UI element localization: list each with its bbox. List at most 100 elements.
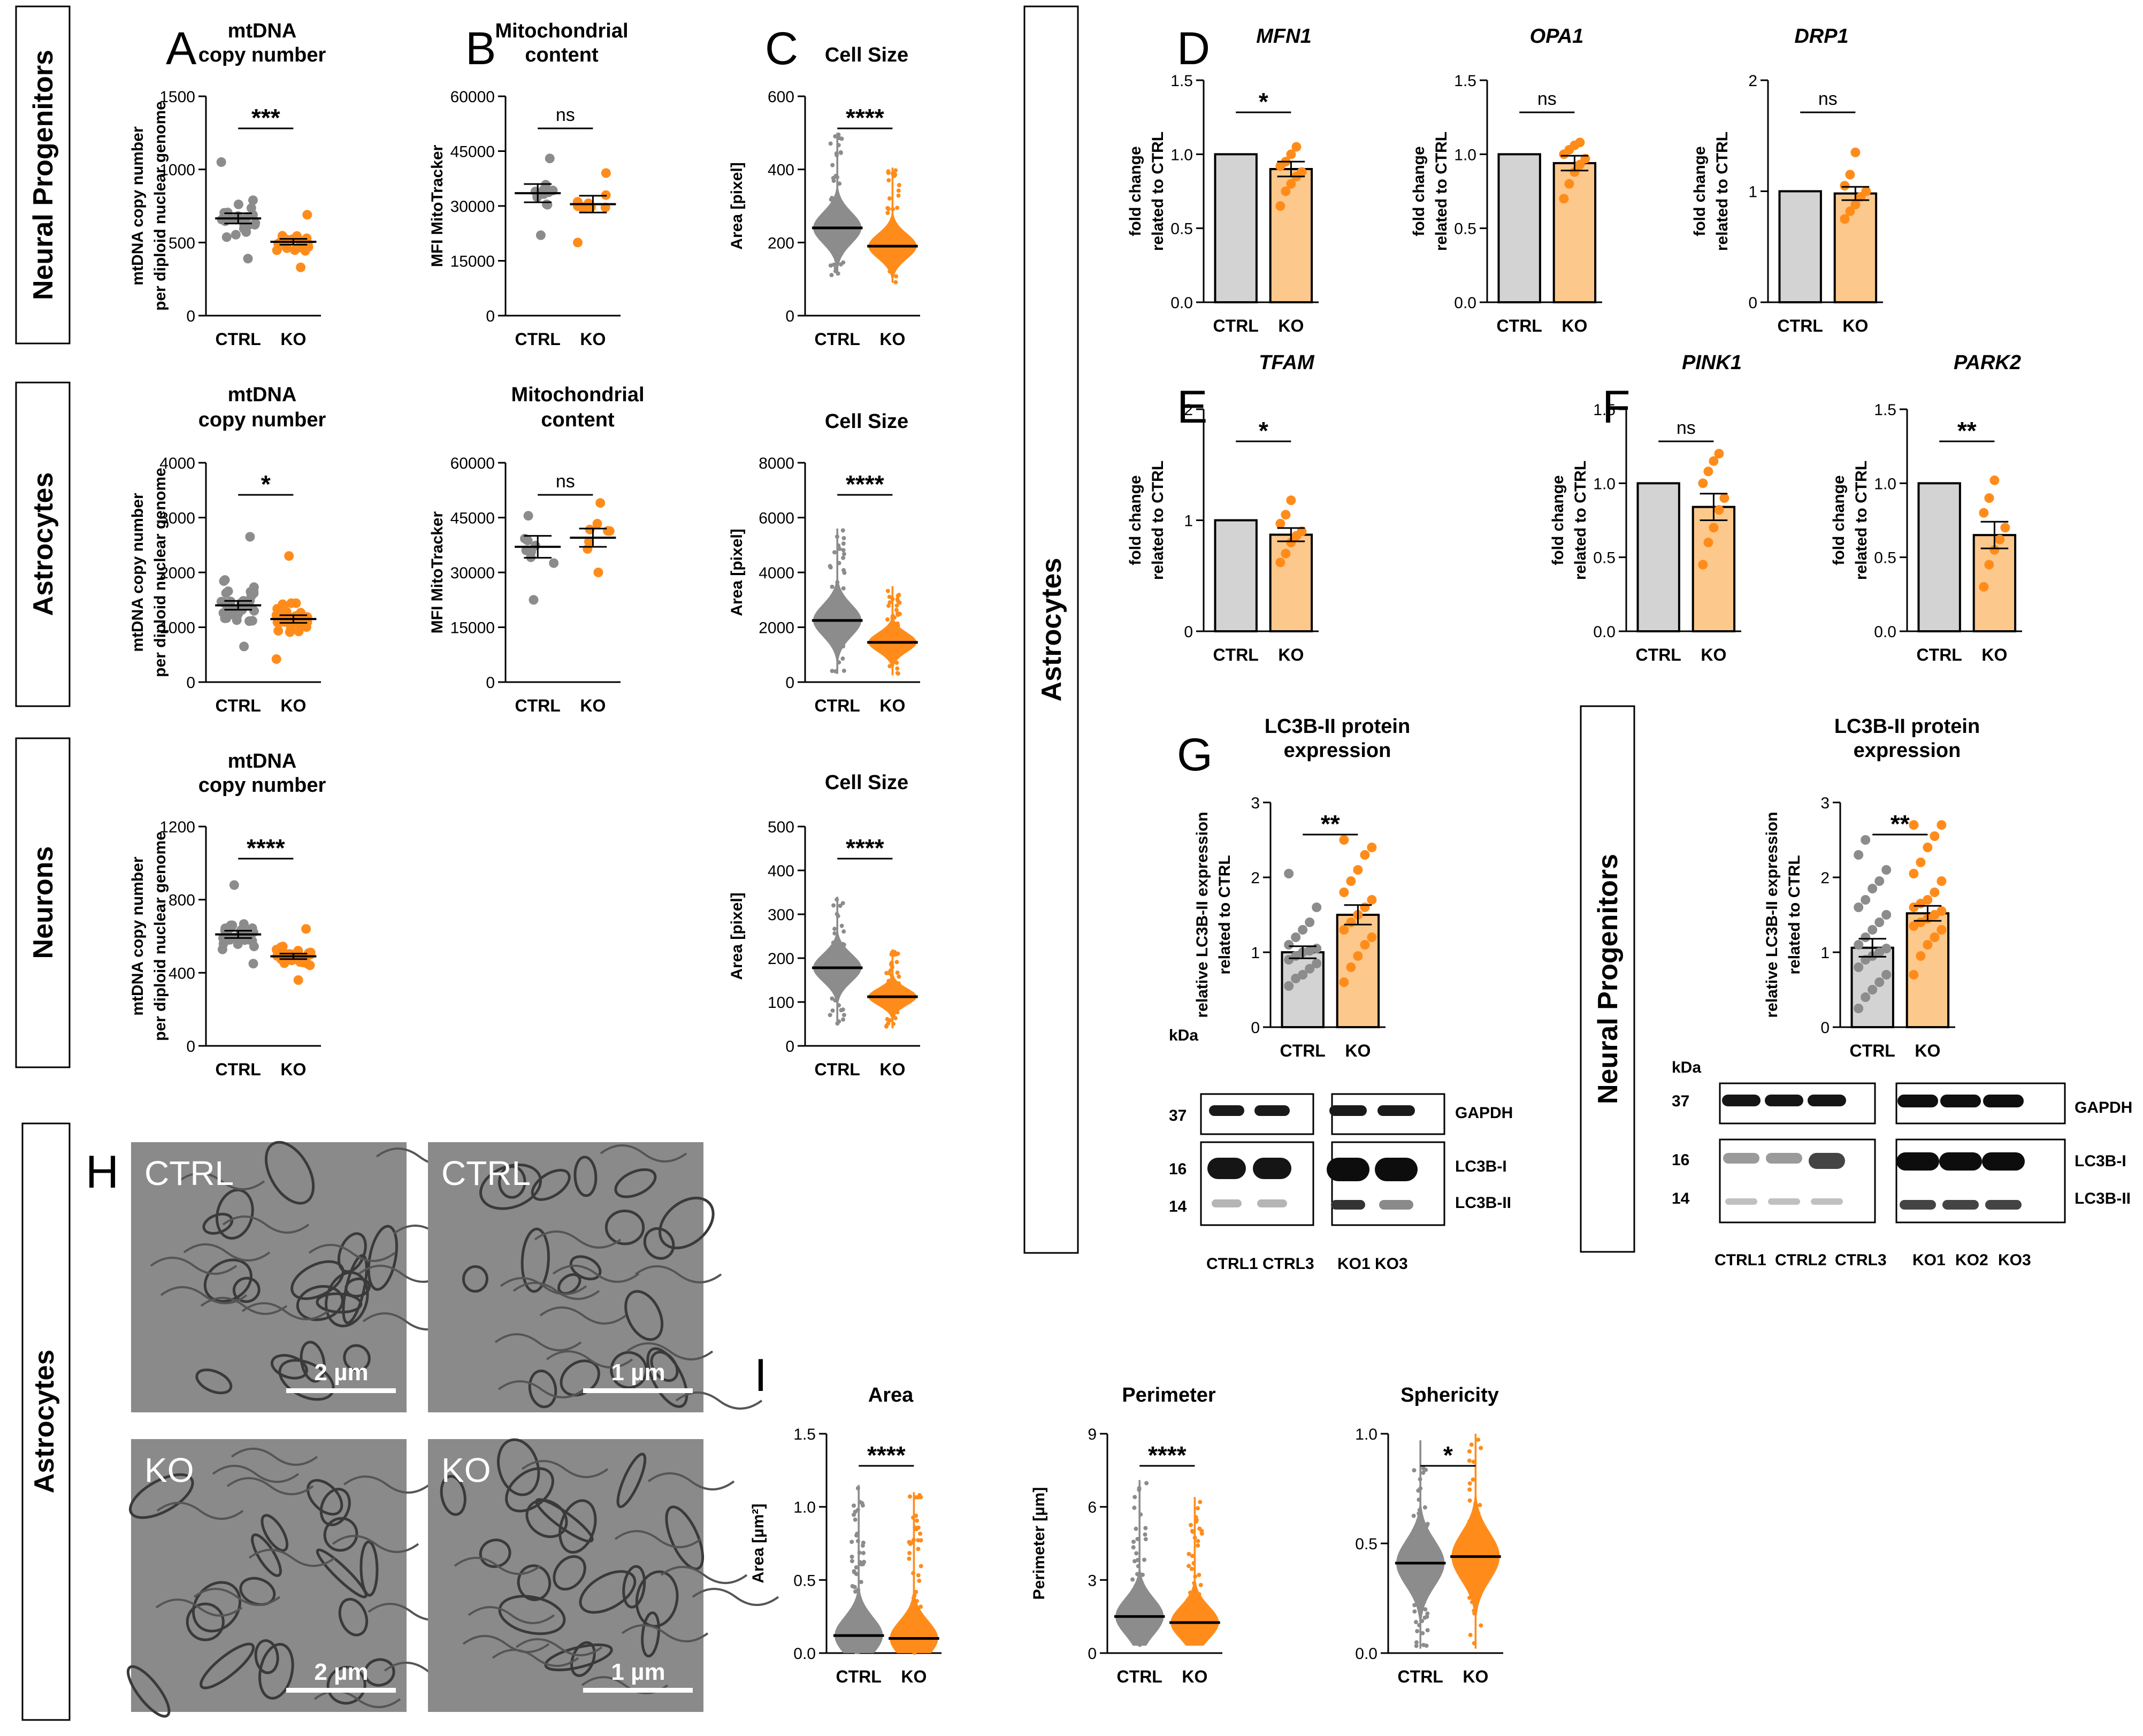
mitochondrion-shape (659, 1196, 715, 1250)
data-point (1305, 963, 1315, 974)
mitochondrion-shape (251, 1533, 282, 1577)
protein-band (1327, 1158, 1369, 1181)
y-tick-label: 0 (1251, 1019, 1260, 1037)
data-point (830, 1008, 835, 1013)
protein-band (1257, 1199, 1287, 1207)
data-point (833, 134, 838, 139)
data-point (885, 617, 890, 622)
data-point (1197, 1630, 1201, 1634)
y-axis-label: related to CTRL (1853, 461, 1870, 580)
data-point (893, 228, 898, 233)
data-point (1984, 560, 1994, 570)
data-point (1425, 1628, 1430, 1633)
data-point (1188, 1590, 1192, 1595)
data-point (840, 901, 845, 906)
data-point (521, 545, 531, 555)
y-axis-label: fold change (1691, 146, 1709, 236)
data-point (1937, 906, 1947, 916)
data-point (1420, 1631, 1425, 1635)
data-point (233, 200, 243, 210)
data-point (1143, 1532, 1147, 1537)
data-point (855, 1486, 860, 1490)
er-membrane (468, 1606, 555, 1624)
bar-ko (1269, 168, 1313, 303)
data-point (1916, 858, 1926, 867)
y-tick-label: 300 (768, 906, 794, 924)
data-point (829, 273, 834, 278)
data-point (1845, 170, 1855, 180)
x-tick-label: CTRL (515, 330, 561, 349)
data-point (854, 1572, 859, 1577)
chart-title: Mitochondrial (495, 20, 628, 42)
y-tick-label: 1.0 (1593, 475, 1616, 493)
data-point (897, 999, 902, 1004)
data-point (828, 1013, 832, 1018)
data-point (841, 929, 846, 934)
data-point (837, 181, 842, 186)
y-tick-label: 2 (1184, 401, 1193, 419)
mitochondrion-shape (129, 1473, 194, 1519)
data-point (835, 534, 839, 539)
data-point (840, 615, 845, 620)
y-tick-label: 1.0 (1355, 1426, 1377, 1443)
y-tick-label: 1500 (159, 88, 195, 106)
data-point (1185, 1597, 1190, 1602)
em-tile: KO 2 µm (126, 1439, 471, 1718)
chart-i3: Sphericity 0.0 0.5 1.0 CTRL KO * (1355, 1384, 1503, 1686)
data-point (886, 1021, 891, 1026)
data-point (1703, 538, 1713, 547)
data-point (856, 1650, 861, 1655)
er-membrane (308, 1244, 396, 1262)
chart-b2: Mitochondrial content MFI MitoTracker 0 1500… (428, 384, 645, 715)
band-label: LC3B-II (2075, 1190, 2131, 1207)
distribution-ctrl (813, 897, 862, 1024)
y-tick-label: 200 (768, 950, 794, 968)
data-point (1467, 1519, 1472, 1524)
x-tick-label: KO (280, 330, 306, 349)
x-tick-label: CTRL (1497, 316, 1542, 335)
y-axis-label: fold change (1830, 475, 1848, 565)
data-point (1297, 526, 1307, 537)
data-point (897, 183, 901, 188)
x-tick-label: KO (879, 330, 905, 349)
mitochondrion-shape (343, 1344, 371, 1372)
data-point (914, 1599, 919, 1603)
data-point (1131, 1539, 1136, 1544)
astrocytes-panel-frame (1023, 5, 1079, 1254)
data-point (828, 141, 833, 146)
y-tick-label: 0 (1748, 294, 1757, 312)
data-point (887, 196, 892, 201)
mitochondrion-shape (544, 1643, 613, 1671)
x-tick-label: CTRL (216, 1060, 261, 1079)
y-tick-label: 1000 (159, 162, 195, 179)
data-point (834, 989, 839, 994)
data-point (840, 656, 845, 661)
chart-title-line2: copy number (198, 774, 326, 797)
data-point (854, 1533, 859, 1538)
data-point (888, 229, 893, 234)
mitochondrion-shape (203, 1258, 252, 1303)
x-tick-label: CTRL (1917, 645, 1962, 664)
y-axis-label: Area [pixel] (728, 529, 746, 616)
x-tick-label: KO (1278, 316, 1304, 335)
data-point (1861, 895, 1871, 905)
distribution-ctrl (813, 529, 862, 674)
data-point (1188, 1523, 1193, 1527)
data-point (1284, 981, 1294, 991)
data-point (1979, 508, 1989, 518)
y-axis-label: fold change (1127, 475, 1144, 565)
er-membrane (494, 1333, 582, 1351)
data-point (852, 1503, 856, 1508)
row-frame-astrocytes (15, 381, 71, 707)
mitochondrion-shape (622, 1565, 646, 1609)
data-point (1854, 940, 1864, 950)
data-point (835, 912, 839, 916)
mitochondrion-shape (195, 1368, 233, 1395)
mitochondrion-shape (521, 1227, 550, 1293)
x-tick-label: CTRL (1117, 1667, 1162, 1686)
data-point (830, 605, 835, 609)
data-point (1861, 992, 1871, 1002)
data-point (231, 230, 241, 240)
